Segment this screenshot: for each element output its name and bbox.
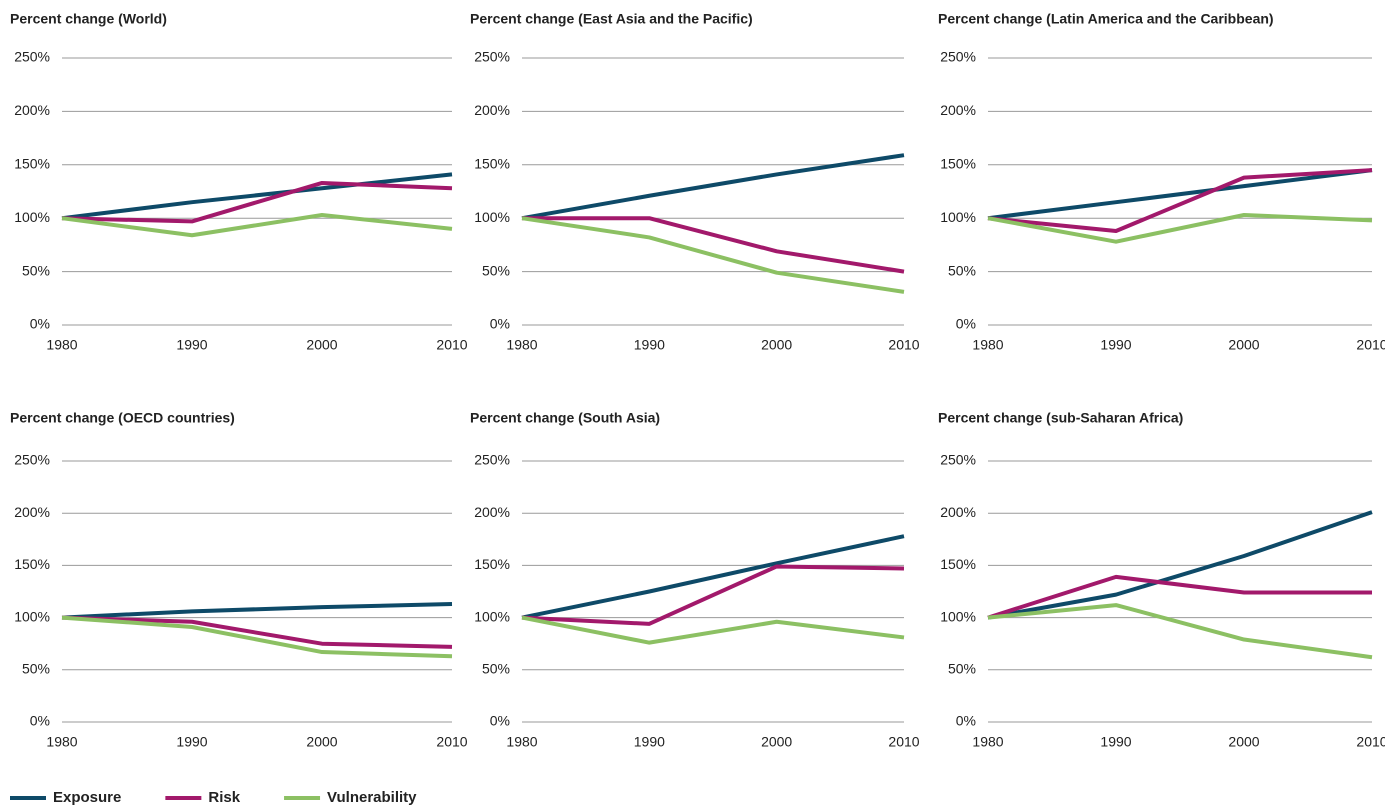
x-tick-label: 1980 [46,337,77,353]
y-tick-label: 200% [14,504,50,520]
x-tick-label: 2000 [761,337,792,353]
y-tick-label: 0% [956,713,976,729]
x-tick-label: 1990 [634,734,665,750]
y-tick-label: 150% [14,556,50,572]
y-tick-label: 50% [22,661,50,677]
y-tick-label: 250% [940,49,976,65]
series-line [987,603,1373,660]
legend-label: Vulnerability [327,789,417,806]
y-tick-label: 100% [474,209,510,225]
series-line [61,615,453,649]
x-tick-label: 1990 [634,337,665,353]
series-line [987,574,1372,620]
series-line [61,615,453,659]
y-tick-label: 150% [474,556,510,572]
series-line [61,212,453,238]
series-line [521,615,905,645]
panel: Percent change (World) 0% 50% 100% 150% 200% 2… [10,11,468,353]
y-tick-label: 250% [14,452,50,468]
x-tick-label: 1980 [506,337,537,353]
series-line [987,168,1373,221]
x-tick-label: 1990 [1100,337,1131,353]
y-tick-label: 100% [940,209,976,225]
x-tick-label: 2000 [1228,337,1259,353]
y-tick-label: 200% [474,102,510,118]
panel: Percent change (OECD countries) 0% 50% 100%… [10,410,468,750]
series-line [522,216,905,274]
y-tick-label: 150% [940,156,976,172]
y-tick-label: 150% [474,156,510,172]
legend: Exposure Risk Vulnerability [10,789,417,806]
y-tick-label: 150% [940,556,976,572]
x-tick-label: 2000 [306,337,337,353]
y-tick-label: 50% [948,262,976,278]
series-line [61,172,453,221]
y-tick-label: 100% [940,608,976,624]
x-tick-label: 2010 [436,337,467,353]
series-line [987,168,1373,234]
y-tick-label: 150% [14,156,50,172]
y-tick-label: 50% [22,262,50,278]
series-line [521,534,905,620]
x-tick-label: 1990 [1100,734,1131,750]
y-tick-label: 200% [474,504,510,520]
x-tick-label: 1990 [176,337,207,353]
y-tick-label: 0% [956,316,976,332]
x-tick-label: 2010 [888,337,919,353]
x-tick-label: 1980 [972,337,1003,353]
panel-title: Percent change (sub-Saharan Africa) [938,410,1183,426]
series-line [61,180,453,224]
y-tick-label: 0% [30,316,50,332]
y-tick-label: 100% [14,209,50,225]
panel-title: Percent change (South Asia) [470,410,660,426]
series-line [521,216,905,294]
panel-title: Percent change (World) [10,11,167,27]
series-line [61,602,453,620]
y-tick-label: 0% [490,713,510,729]
y-tick-label: 50% [482,661,510,677]
y-tick-label: 200% [940,102,976,118]
series-line [987,212,1373,244]
x-tick-label: 2010 [888,734,919,750]
y-tick-label: 250% [474,452,510,468]
y-tick-label: 250% [14,49,50,65]
panel-title: Percent change (Latin America and the Ca… [938,11,1274,27]
series-line [521,564,905,626]
panel-title: Percent change (OECD countries) [10,410,235,426]
y-tick-label: 50% [482,262,510,278]
x-tick-label: 2010 [1356,337,1385,353]
x-tick-label: 2010 [436,734,467,750]
y-tick-label: 0% [490,316,510,332]
panel: Percent change (South Asia) 0% 50% 100% 150%… [470,410,920,750]
y-tick-label: 100% [14,608,50,624]
y-tick-label: 100% [474,608,510,624]
x-tick-label: 2000 [1228,734,1259,750]
y-tick-label: 250% [940,452,976,468]
panel: Percent change (Latin America and the Ca… [938,11,1385,353]
x-tick-label: 1980 [46,734,77,750]
panel: Percent change (sub-Saharan Africa) 0% 50%… [938,410,1385,750]
legend-label: Risk [208,789,240,806]
y-tick-label: 200% [14,102,50,118]
y-tick-label: 250% [474,49,510,65]
panel-title: Percent change (East Asia and the Pacifi… [470,11,753,27]
x-tick-label: 2000 [761,734,792,750]
y-tick-label: 0% [30,713,50,729]
x-tick-label: 1980 [972,734,1003,750]
series-line [521,153,905,221]
x-tick-label: 2000 [306,734,337,750]
panel: Percent change (East Asia and the Pacifi… [470,11,920,353]
y-tick-label: 200% [940,504,976,520]
x-tick-label: 1990 [176,734,207,750]
x-tick-label: 1980 [506,734,537,750]
x-tick-label: 2010 [1356,734,1385,750]
legend-label: Exposure [53,789,121,806]
y-tick-label: 50% [948,661,976,677]
series-line [987,510,1373,620]
